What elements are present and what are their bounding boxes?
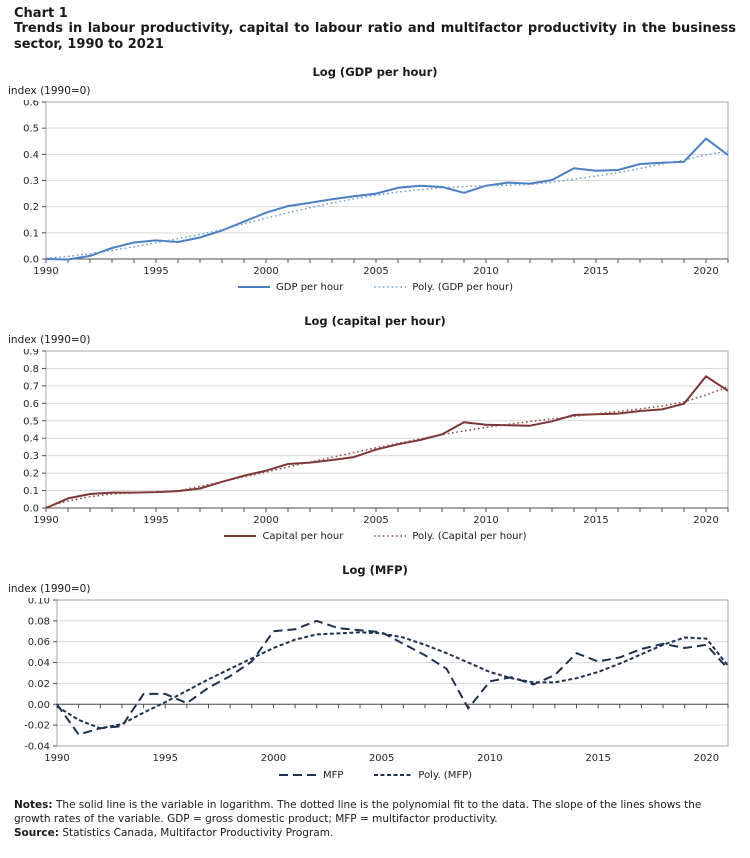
footnotes: Notes: The solid line is the variable in… xyxy=(0,799,750,841)
svg-text:2020: 2020 xyxy=(693,515,718,526)
gdp-chart-unit-label: index (1990=0) xyxy=(8,84,91,97)
svg-text:0.08: 0.08 xyxy=(28,616,50,627)
mfp-legend-label: MFP xyxy=(322,769,344,781)
svg-text:0.4: 0.4 xyxy=(23,150,39,161)
gdp-chart-title: Log (GDP per hour) xyxy=(312,64,438,79)
source-label: Source: xyxy=(14,826,59,839)
svg-text:0.6: 0.6 xyxy=(23,100,39,109)
capital-line-sample xyxy=(224,535,257,538)
gdp-line-sample xyxy=(238,286,271,289)
capital-chart-plot: 0.0 0.1 0.2 0.3 0.4 0.5 0.6 0.7 0.8 0.9 1990 1995 20… xyxy=(23,349,729,526)
poly-gdp-line-sample xyxy=(374,286,407,289)
legend-item-poly-mfp: Poly. (MFP) xyxy=(373,770,472,781)
mfp-chart-section: Log (MFP) index (1990=0) -0.04 -0.02 0.00 0… xyxy=(0,563,750,781)
svg-text:1990: 1990 xyxy=(44,753,69,764)
svg-text:2015: 2015 xyxy=(583,515,608,526)
svg-text:0.0: 0.0 xyxy=(23,254,39,265)
svg-text:2005: 2005 xyxy=(363,266,388,277)
capital-legend-label: Capital per hour xyxy=(262,530,344,542)
legend-item-poly-gdp: Poly. (GDP per hour) xyxy=(373,282,513,293)
legend-item-poly-capital: Poly. (Capital per hour) xyxy=(373,530,527,542)
svg-text:0.1: 0.1 xyxy=(23,486,39,497)
svg-text:0.2: 0.2 xyxy=(23,202,39,213)
legend-item-gdp: GDP per hour xyxy=(237,282,343,293)
gdp-chart-plot: 0.0 0.1 0.2 0.3 0.4 0.5 0.6 1990 1995 2000 2005 201… xyxy=(23,100,729,277)
svg-text:0.7: 0.7 xyxy=(23,381,39,392)
svg-text:2015: 2015 xyxy=(585,753,610,764)
header: Chart 1 Trends in labour productivity, c… xyxy=(0,6,750,52)
svg-text:0.8: 0.8 xyxy=(23,364,39,375)
svg-text:1995: 1995 xyxy=(143,515,168,526)
mfp-chart-unit-label: index (1990=0) xyxy=(8,582,91,595)
legend-item-mfp: MFP xyxy=(278,770,343,781)
poly-mfp-legend-label: Poly. (MFP) xyxy=(418,769,473,781)
chart-number-label: Chart 1 xyxy=(14,6,68,21)
svg-text:0.00: 0.00 xyxy=(28,700,50,711)
mfp-chart-plot: -0.04 -0.02 0.00 0.02 0.04 0.06 0.08 0.10 1990 19… xyxy=(24,598,729,764)
svg-text:2020: 2020 xyxy=(694,753,719,764)
source-text: Statistics Canada, Multifactor Productiv… xyxy=(62,826,334,839)
capital-chart-unit-label: index (1990=0) xyxy=(8,333,91,346)
poly-capital-legend-label: Poly. (Capital per hour) xyxy=(412,530,527,542)
mfp-chart-legend: MFP Poly. (MFP) xyxy=(0,770,750,781)
svg-text:1995: 1995 xyxy=(143,266,168,277)
svg-text:0.2: 0.2 xyxy=(23,469,39,480)
svg-text:1990: 1990 xyxy=(33,266,58,277)
notes-text: The solid line is the variable in logari… xyxy=(14,798,702,825)
capital-chart-title: Log (capital per hour) xyxy=(304,313,446,328)
svg-text:0.10: 0.10 xyxy=(28,598,50,607)
svg-text:0.3: 0.3 xyxy=(23,176,39,187)
poly-capital-line-sample xyxy=(374,535,407,538)
legend-item-capital: Capital per hour xyxy=(223,531,343,542)
svg-text:0.5: 0.5 xyxy=(23,124,39,135)
gdp-chart-legend: GDP per hour Poly. (GDP per hour) xyxy=(0,282,750,293)
svg-text:2010: 2010 xyxy=(473,266,498,277)
svg-text:2005: 2005 xyxy=(363,515,388,526)
svg-text:2015: 2015 xyxy=(583,266,608,277)
svg-text:2010: 2010 xyxy=(477,753,502,764)
svg-text:0.4: 0.4 xyxy=(23,434,39,445)
capital-per-hour-chart-section: Log (capital per hour) index (1990=0) 0.… xyxy=(0,314,750,542)
poly-mfp-line-sample xyxy=(374,774,413,777)
svg-text:0.9: 0.9 xyxy=(23,349,39,358)
svg-text:2010: 2010 xyxy=(473,515,498,526)
svg-text:0.5: 0.5 xyxy=(23,416,39,427)
mfp-line-sample xyxy=(278,774,317,777)
svg-text:0.02: 0.02 xyxy=(28,679,50,690)
main-title: Trends in labour productivity, capital t… xyxy=(14,21,736,52)
svg-text:0.04: 0.04 xyxy=(28,658,50,669)
gdp-legend-label: GDP per hour xyxy=(276,281,344,293)
mfp-chart-title: Log (MFP) xyxy=(342,562,408,577)
notes-label: Notes: xyxy=(14,798,53,811)
svg-text:0.0: 0.0 xyxy=(23,503,39,514)
svg-text:1995: 1995 xyxy=(152,753,177,764)
svg-text:1990: 1990 xyxy=(33,515,58,526)
svg-text:0.6: 0.6 xyxy=(23,399,39,410)
svg-text:0.06: 0.06 xyxy=(28,637,50,648)
svg-text:0.1: 0.1 xyxy=(23,228,39,239)
svg-text:2000: 2000 xyxy=(261,753,286,764)
poly-gdp-legend-label: Poly. (GDP per hour) xyxy=(412,281,513,293)
notes-line: Notes: The solid line is the variable in… xyxy=(14,799,736,827)
svg-text:-0.02: -0.02 xyxy=(24,721,50,732)
source-line: Source: Statistics Canada, Multifactor P… xyxy=(14,827,736,841)
capital-chart-legend: Capital per hour Poly. (Capital per hour… xyxy=(0,531,750,542)
gdp-per-hour-chart-section: Log (GDP per hour) index (1990=0) 0.0 0.1… xyxy=(0,65,750,293)
svg-text:-0.04: -0.04 xyxy=(24,741,50,752)
svg-text:2000: 2000 xyxy=(253,515,278,526)
svg-text:2005: 2005 xyxy=(369,753,394,764)
svg-text:0.3: 0.3 xyxy=(23,451,39,462)
svg-text:2000: 2000 xyxy=(253,266,278,277)
svg-text:2020: 2020 xyxy=(693,266,718,277)
